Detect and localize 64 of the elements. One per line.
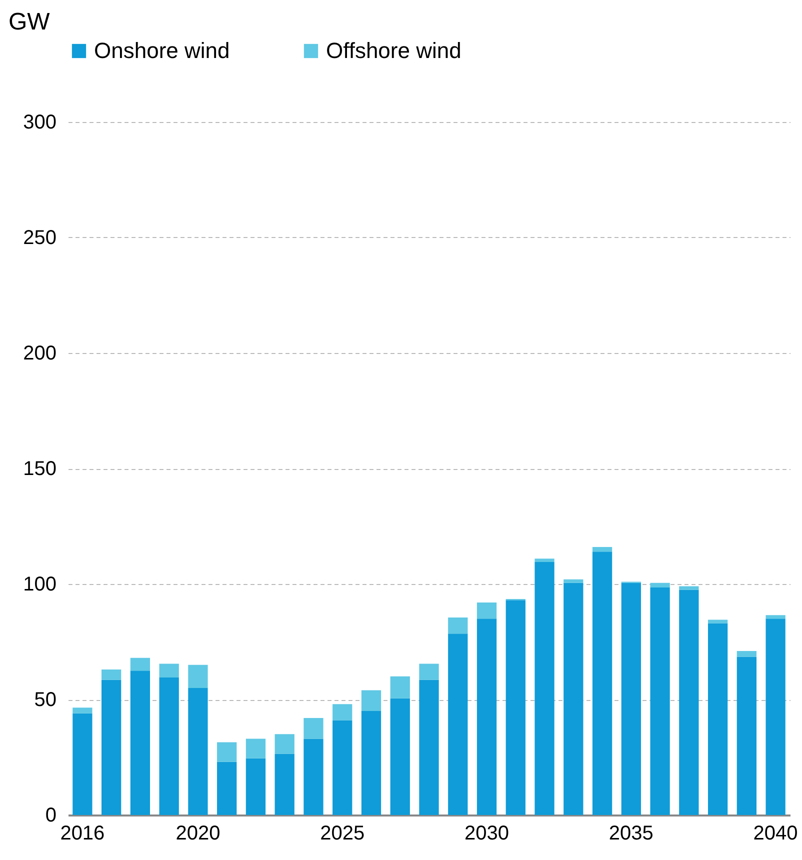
bar xyxy=(708,623,728,815)
x-tick-label: 2040 xyxy=(753,822,798,844)
bar xyxy=(361,690,382,712)
y-tick-label: 0 xyxy=(45,804,56,826)
bar xyxy=(476,602,497,619)
bar xyxy=(130,670,150,815)
bar xyxy=(246,738,266,758)
bar xyxy=(534,562,554,815)
y-tick-label: 250 xyxy=(23,227,56,249)
bar xyxy=(159,664,179,678)
bar xyxy=(592,547,612,552)
bar xyxy=(679,586,699,590)
bar xyxy=(274,754,294,815)
bar xyxy=(304,718,324,739)
y-tick-label: 150 xyxy=(23,458,56,480)
bar xyxy=(188,688,208,815)
bar xyxy=(390,698,410,815)
bar xyxy=(708,620,728,624)
bar xyxy=(476,618,497,815)
bar xyxy=(332,720,352,815)
bar xyxy=(72,713,92,815)
bar xyxy=(506,600,526,815)
x-tick-label: 2035 xyxy=(608,822,654,844)
bar xyxy=(448,617,468,634)
bar xyxy=(736,656,756,815)
bar xyxy=(766,615,786,619)
bar xyxy=(72,708,92,714)
bar xyxy=(361,711,382,815)
y-tick-label: 100 xyxy=(23,574,56,596)
bar xyxy=(621,582,641,815)
bar xyxy=(102,669,122,680)
bar xyxy=(564,582,584,815)
y-axis-title: GW xyxy=(8,8,50,36)
bar xyxy=(274,734,294,754)
bar xyxy=(188,664,208,688)
bar xyxy=(679,590,699,815)
bar xyxy=(217,762,237,815)
bar xyxy=(332,704,352,720)
bar xyxy=(102,680,122,815)
bar xyxy=(564,579,584,583)
bar xyxy=(650,587,670,815)
bar xyxy=(592,552,612,815)
x-tick-label: 2030 xyxy=(464,822,510,844)
bar xyxy=(419,680,439,815)
bar xyxy=(217,742,237,762)
bar xyxy=(159,678,179,815)
bar xyxy=(390,676,410,698)
x-tick-label: 2016 xyxy=(60,822,105,844)
legend-label: Offshore wind xyxy=(326,38,462,63)
bar xyxy=(650,582,670,588)
y-tick-label: 50 xyxy=(34,689,56,711)
y-tick-label: 300 xyxy=(23,112,56,134)
bar xyxy=(448,634,468,815)
x-tick-label: 2020 xyxy=(176,822,220,844)
legend-label: Onshore wind xyxy=(94,38,230,63)
bar xyxy=(246,758,266,815)
bar xyxy=(304,738,324,815)
bar xyxy=(130,658,150,671)
bar xyxy=(766,618,786,815)
x-tick-label: 2025 xyxy=(320,822,365,844)
bar xyxy=(736,650,756,657)
bar xyxy=(419,664,439,680)
bar xyxy=(534,558,554,562)
y-tick-label: 200 xyxy=(23,342,56,364)
